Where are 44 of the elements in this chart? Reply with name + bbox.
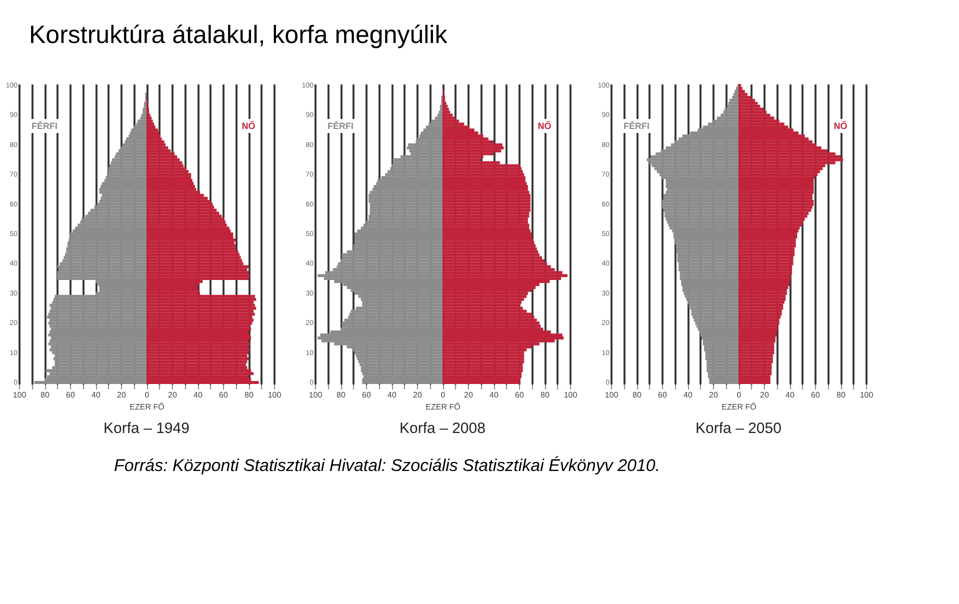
x-tick-label: 80 <box>632 390 642 400</box>
text: FÉRFI <box>328 121 354 131</box>
x-tick-label: 100 <box>564 390 578 400</box>
text: Korfa – 2050 <box>696 420 782 437</box>
text: NŐ <box>538 121 552 131</box>
x-tick-label: 100 <box>860 390 874 400</box>
x-tick-label: 40 <box>92 390 101 400</box>
x-tick-label: 20 <box>413 390 422 400</box>
x-tick-label: 0 <box>440 390 446 400</box>
text: Korfa – 1949 <box>104 420 190 437</box>
x-tick-label: 0 <box>736 390 742 400</box>
x-tick-label: 20 <box>117 390 126 400</box>
x-axis-title: EZER FŐ <box>130 402 164 412</box>
x-tick-label: 40 <box>490 390 499 400</box>
x-tick-label: 80 <box>336 390 346 400</box>
x-tick-label: 60 <box>658 390 668 400</box>
x-axis-title: EZER FŐ <box>426 402 460 412</box>
text: FÉRFI <box>32 121 58 131</box>
x-tick-label: 20 <box>760 390 770 400</box>
text: FÉRFI <box>624 121 650 131</box>
text: Korfa – 2008 <box>400 420 486 437</box>
x-tick-label: 80 <box>540 390 550 400</box>
text: NŐ <box>834 121 848 131</box>
x-tick-label: 60 <box>515 390 524 400</box>
x-tick-label: 100 <box>268 390 282 400</box>
x-tick-label: 0 <box>144 390 150 400</box>
x-tick-label: 40 <box>388 390 397 400</box>
x-tick-label: 20 <box>168 390 178 400</box>
x-tick-label: 60 <box>219 390 228 400</box>
x-axis-title: EZER FŐ <box>722 402 756 412</box>
x-tick-label: 60 <box>362 390 372 400</box>
x-tick-label: 80 <box>244 390 254 400</box>
x-tick-label: 40 <box>194 390 203 400</box>
x-tick-label: 60 <box>811 390 820 400</box>
x-tick-label: 20 <box>709 390 718 400</box>
x-tick-label: 40 <box>684 390 693 400</box>
x-tick-label: 80 <box>836 390 846 400</box>
x-tick-label: 60 <box>66 390 76 400</box>
text: NŐ <box>242 121 256 131</box>
x-tick-label: 20 <box>464 390 474 400</box>
text: Korstruktúra átalakul, korfa megnyúlik <box>29 21 448 49</box>
x-tick-label: 40 <box>786 390 795 400</box>
x-tick-label: 80 <box>40 390 50 400</box>
text: Forrás: Központi Statisztikai Hivatal: Szociális Statisztikai Évkönyv 2010. <box>114 456 660 475</box>
